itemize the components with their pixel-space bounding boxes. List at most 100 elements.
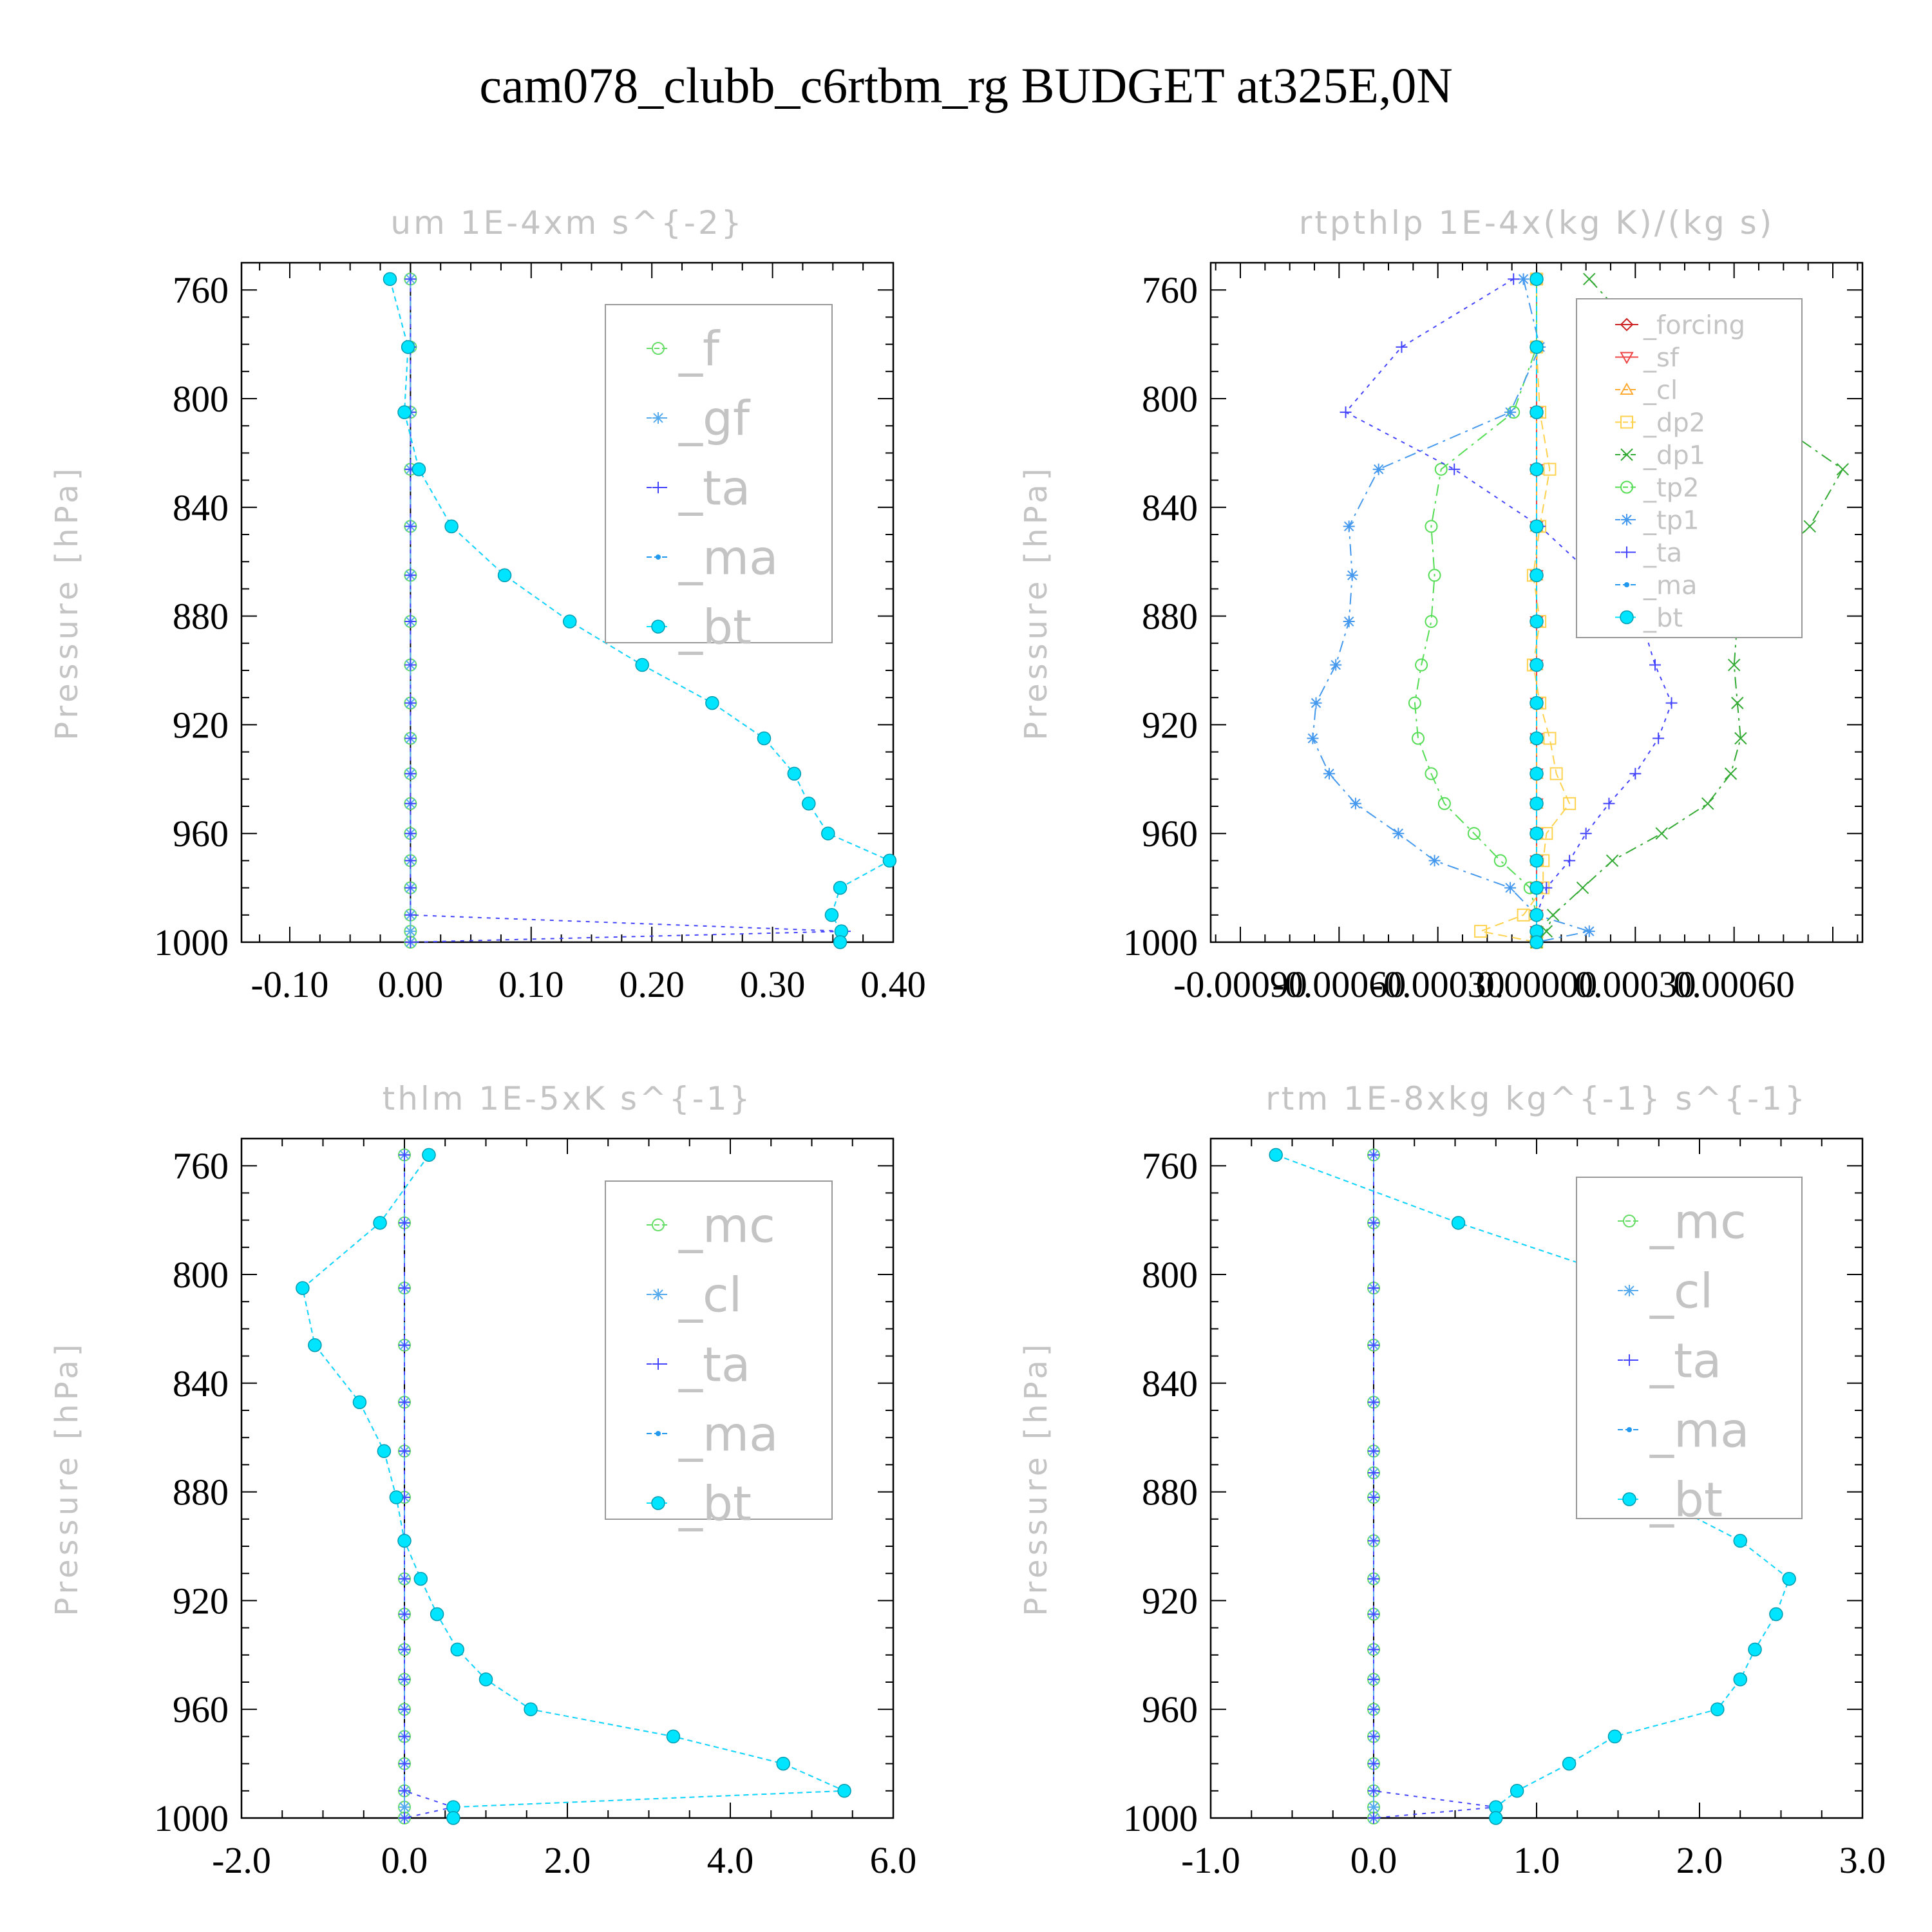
- series-bt-point: [1733, 1672, 1747, 1687]
- series-tp2-point: [1425, 615, 1438, 629]
- legend-marker: [656, 1431, 661, 1436]
- series-bt-point: [1530, 614, 1544, 629]
- legend-label: _ma: [678, 531, 778, 586]
- y-axis-label: Pressure [hPa]: [49, 464, 85, 740]
- series-dp2-point: [1549, 767, 1563, 781]
- x-tick-label: -1.0: [1181, 1839, 1240, 1881]
- series-bt-line: [389, 279, 891, 943]
- series-dp1-point: [1727, 658, 1741, 672]
- series-ta-point: [404, 569, 417, 582]
- series-bt-point: [837, 1784, 851, 1798]
- series-bt-point: [1530, 880, 1544, 895]
- series-dp2-point: [1517, 908, 1530, 922]
- series-ta-point: [1603, 797, 1615, 810]
- series-dp1-point: [1546, 909, 1560, 922]
- legend-marker: [1621, 514, 1633, 526]
- legend-label: _ta: [1643, 538, 1682, 568]
- series-tp1-point: [1330, 659, 1342, 671]
- series-tp1-point: [1323, 768, 1335, 780]
- series-ta-line: [1345, 278, 1672, 942]
- y-axis-label: Pressure [hPa]: [1018, 464, 1054, 740]
- x-tick-label: 0.0: [1350, 1839, 1397, 1881]
- series-bt-point: [824, 908, 839, 922]
- x-tick-label: -0.00030: [1371, 963, 1505, 1005]
- series-dp1-point: [1605, 854, 1619, 867]
- series-ta-point: [399, 1812, 410, 1824]
- series-tp1-point: [1504, 882, 1517, 894]
- x-tick-label: -0.00060: [1272, 963, 1406, 1005]
- series-bt-point: [705, 696, 719, 710]
- series-ta-point: [1368, 1396, 1379, 1408]
- series-bt-point: [1530, 462, 1544, 477]
- series-dp1-point: [1803, 520, 1816, 533]
- series-bt-line: [302, 1154, 845, 1818]
- legend-box: [605, 1180, 833, 1520]
- series-tp2-point: [1434, 462, 1448, 476]
- legend-label: _cl: [678, 1268, 742, 1323]
- y-tick-label: 800: [1142, 1254, 1198, 1296]
- series-ta-point: [1396, 341, 1408, 353]
- series-ta-point: [399, 1217, 410, 1229]
- legend-label: _ma: [1649, 1403, 1749, 1459]
- y-tick-label: 960: [1142, 1689, 1198, 1730]
- legend: _f _gf _ta _ma _bt: [605, 304, 833, 656]
- legend: _forcing_sf_cl_dp2_dp1_tp2 _tp1 _ta _ma _bt: [1576, 298, 1803, 638]
- series-bt-point: [1769, 1607, 1783, 1622]
- series-ta-point: [1368, 1535, 1379, 1547]
- series-dp1-point: [1734, 732, 1747, 745]
- series-bt-point: [757, 731, 772, 746]
- y-axis-label: Pressure [hPa]: [1018, 1340, 1054, 1616]
- legend: _mc _cl _ta _ma _bt: [605, 1180, 833, 1532]
- series-bt-point: [308, 1338, 322, 1352]
- series-bt-point: [1530, 658, 1544, 672]
- series-ta-point: [1368, 1785, 1379, 1797]
- series-tp2-point: [1415, 658, 1428, 672]
- legend-marker: [1620, 415, 1633, 429]
- y-tick-label: 880: [1142, 596, 1198, 638]
- x-tick-label: -0.00090: [1173, 963, 1307, 1005]
- series-ta-point: [1368, 1673, 1379, 1685]
- series-cl-point: [1368, 1801, 1379, 1814]
- y-axis-label: Pressure [hPa]: [49, 1340, 85, 1616]
- x-tick-label: 0.00: [378, 963, 444, 1005]
- y-tick-label: 920: [173, 1580, 229, 1622]
- series-tp1-point: [1428, 855, 1441, 867]
- x-tick-label: 0.00060: [1673, 963, 1795, 1005]
- y-tick-label: 800: [173, 378, 229, 420]
- series-tp1-point: [1349, 797, 1361, 810]
- legend-label: _forcing: [1643, 310, 1745, 340]
- series-bt-point: [1530, 340, 1544, 354]
- panel-1: um 1E-4xm s^{-2} Pressure [hPa] 760 800 840 8…: [49, 204, 926, 1005]
- y-tick-label: 960: [173, 813, 229, 855]
- y-tick-label: 800: [173, 1254, 229, 1296]
- y-tick-label: 760: [1142, 269, 1198, 311]
- x-tick-label: 2.0: [544, 1839, 591, 1881]
- series-bt-point: [373, 1216, 387, 1230]
- legend-label: _f: [678, 322, 721, 377]
- legend-marker: [1624, 1354, 1635, 1366]
- y-tick-label: 960: [1142, 813, 1198, 855]
- series-tp2-point: [1408, 696, 1421, 710]
- series-ta-point: [1653, 732, 1665, 744]
- legend-label: _bt: [1649, 1473, 1723, 1528]
- series-bt-point: [397, 405, 412, 419]
- series-ta-point: [399, 1573, 410, 1585]
- series-bt-point: [1530, 766, 1544, 781]
- series-tp1-point: [1307, 732, 1319, 744]
- series-ta-point: [1368, 1730, 1379, 1743]
- panel-2: rtpthlp 1E-4x(kg K)/(kg s) Pressure [hPa]…: [1018, 204, 1864, 1005]
- series-ta-point: [1368, 1608, 1379, 1620]
- legend-marker: [652, 412, 664, 424]
- series-dp2-point: [1543, 462, 1557, 476]
- series-bt-point: [1782, 1571, 1796, 1586]
- series-dp1-point: [1576, 881, 1589, 895]
- series-bt-point: [1530, 519, 1544, 534]
- series-bt-point: [802, 797, 816, 811]
- legend-marker: [651, 1496, 665, 1510]
- legend-label: _cl: [1643, 375, 1678, 405]
- series-bt-point: [383, 272, 397, 287]
- legend-marker: [652, 1218, 665, 1231]
- series-bt-point: [377, 1444, 392, 1459]
- series-ta: [399, 1149, 459, 1824]
